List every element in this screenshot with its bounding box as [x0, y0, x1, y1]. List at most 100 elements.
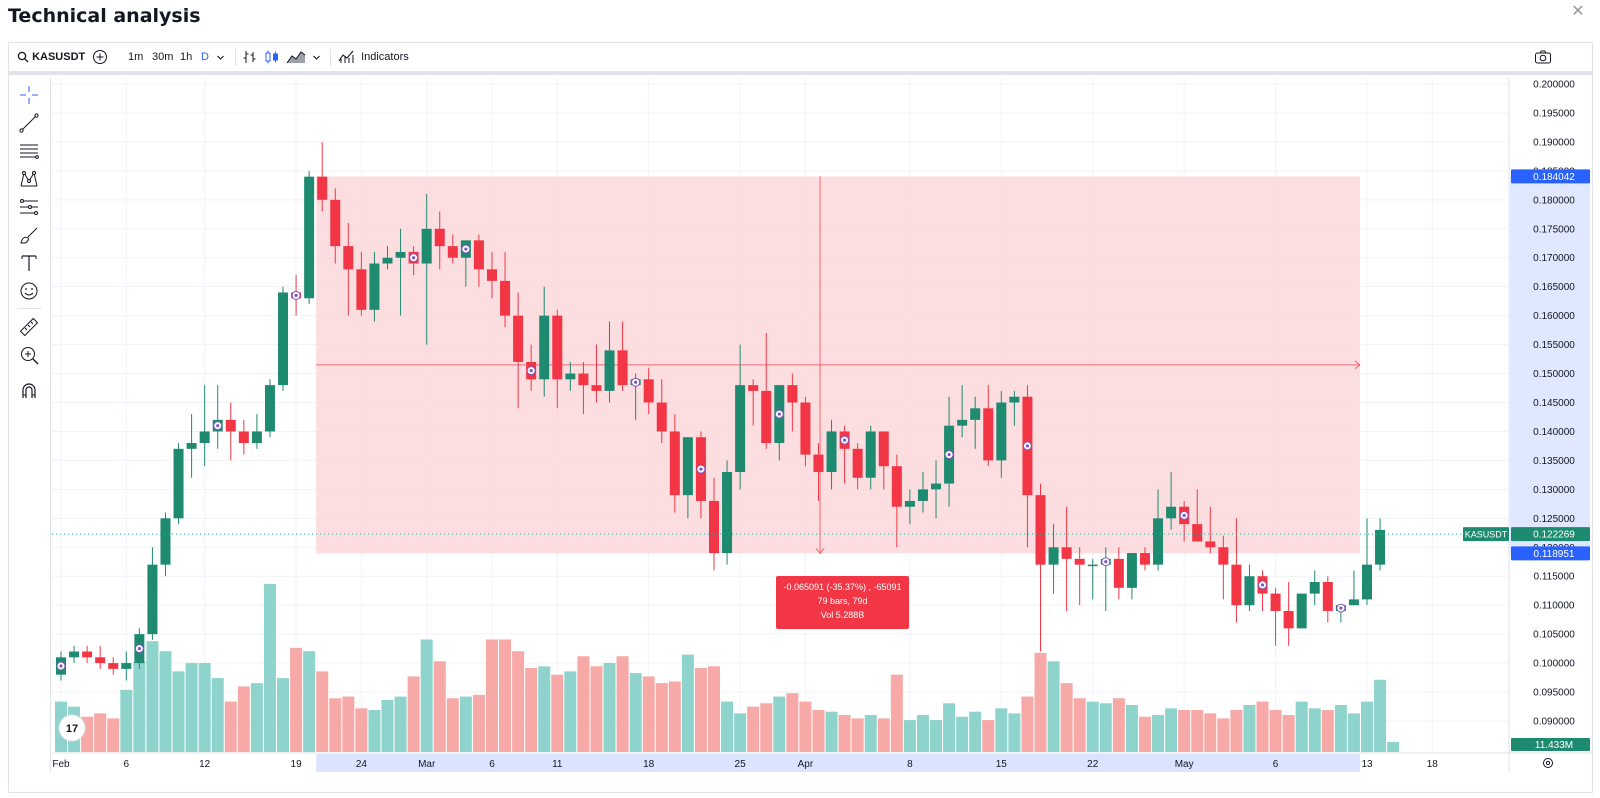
volume-bar [198, 662, 211, 752]
candle-body [343, 246, 354, 270]
separator [235, 49, 236, 66]
crosshair-icon[interactable] [18, 84, 40, 106]
settings-gear-icon[interactable] [1543, 758, 1553, 768]
time-axis-selection [316, 754, 1360, 772]
separator [330, 49, 331, 66]
candle-body [199, 431, 210, 444]
price-tick-label: 0.150000 [1533, 369, 1575, 380]
candle-body [722, 471, 733, 554]
interval-dropdown[interactable] [216, 43, 225, 71]
candle-body [709, 500, 719, 554]
close-icon[interactable]: ✕ [1571, 3, 1585, 20]
snapshot-button[interactable] [1534, 43, 1552, 71]
volume-bar [407, 676, 420, 752]
chart-type-dropdown[interactable] [312, 43, 321, 71]
event-marker-dot [1104, 560, 1108, 564]
time-tick-label: 15 [996, 759, 1008, 770]
area-style-button[interactable] [286, 43, 306, 71]
price-tick-label: 0.125000 [1533, 514, 1575, 525]
area-chart-icon [286, 51, 306, 64]
candle-body [1309, 582, 1320, 594]
volume-bar [1178, 710, 1191, 752]
price-tick-label: 0.110000 [1534, 601, 1575, 612]
volume-bar [943, 703, 956, 752]
compare-add-button[interactable] [92, 43, 108, 71]
symbol-badge-label: KASUSDT [1465, 530, 1508, 540]
candle-body [787, 385, 798, 403]
volume-bar [224, 701, 237, 752]
volume-bar [290, 647, 303, 752]
candle-body [878, 431, 889, 467]
volume-bar [551, 674, 564, 752]
volume-bar [721, 701, 734, 752]
zoom-in-icon[interactable] [18, 344, 40, 366]
indicators-icon [338, 50, 354, 64]
candle-body [826, 431, 837, 472]
emoji-icon[interactable] [18, 280, 40, 302]
interval-1m[interactable]: 1m [128, 51, 144, 63]
volume-bar [982, 720, 995, 752]
page-title: Technical analysis [8, 5, 201, 27]
candle-body [800, 402, 811, 455]
volume-bar [1308, 708, 1321, 752]
candle-body [813, 454, 824, 472]
tradingview-logo [58, 714, 86, 742]
search-icon [17, 51, 29, 63]
candle-body [1192, 524, 1203, 542]
chart-frame [8, 42, 1593, 793]
time-tick-label: Apr [798, 759, 814, 770]
prediction-icon[interactable] [18, 196, 40, 218]
candle-body [983, 408, 994, 461]
price-axis-selection [1510, 176, 1590, 554]
gear-inner [1545, 760, 1551, 766]
event-marker-dot [1260, 583, 1265, 587]
volume-bar [446, 698, 459, 752]
measure-arrow [1354, 360, 1361, 370]
event-marker-dot [412, 256, 416, 260]
volume-bar [94, 713, 107, 752]
volume-bar [995, 708, 1008, 752]
event-marker-dot [464, 247, 468, 251]
volume-bar [760, 703, 773, 752]
candle-body [865, 431, 876, 478]
candle-body [1322, 582, 1333, 611]
volume-bar [1269, 710, 1282, 752]
volume-bar [916, 715, 929, 752]
candle-body [147, 564, 158, 635]
time-tick-label: May [1175, 759, 1194, 770]
brush-icon[interactable] [18, 224, 40, 246]
interval-d[interactable]: D [201, 51, 209, 63]
volume-bar [459, 696, 472, 752]
candle-body [121, 663, 132, 669]
volume-bar [877, 718, 890, 752]
camera-icon [1535, 50, 1551, 64]
volume-bar [851, 718, 864, 752]
candle-body [330, 199, 341, 247]
volume-bar [1047, 661, 1060, 752]
volume-bar [381, 699, 394, 752]
candle-body [931, 483, 942, 490]
volume-bar [329, 698, 342, 752]
symbol-search-button[interactable]: KASUSDT [17, 43, 85, 71]
indicators-button[interactable]: Indicators [338, 43, 409, 71]
time-tick-label: 6 [489, 759, 495, 770]
chart-toolbar: KASUSDT 1m 30m 1h D Indicators [9, 43, 1592, 75]
tradingview-logo-mark: 17 [66, 723, 78, 735]
candle-style-button[interactable] [264, 43, 280, 71]
volume-bar [1387, 741, 1400, 752]
event-marker-dot [843, 438, 847, 442]
text-icon[interactable] [18, 252, 40, 274]
trendline-icon[interactable] [18, 112, 40, 134]
ruler-icon[interactable] [18, 316, 40, 338]
bar-style-button[interactable] [242, 43, 258, 71]
price-tick-label: 0.145000 [1533, 398, 1575, 409]
pattern-icon[interactable] [18, 168, 40, 190]
volume-bar [812, 710, 825, 752]
volume-bar [694, 668, 707, 752]
magnet-icon[interactable] [18, 380, 40, 402]
interval-30m[interactable]: 30m [152, 51, 174, 63]
fib-icon[interactable] [18, 140, 40, 162]
interval-1h[interactable]: 1h [180, 51, 193, 63]
price-tick-label: 0.180000 [1533, 195, 1575, 206]
